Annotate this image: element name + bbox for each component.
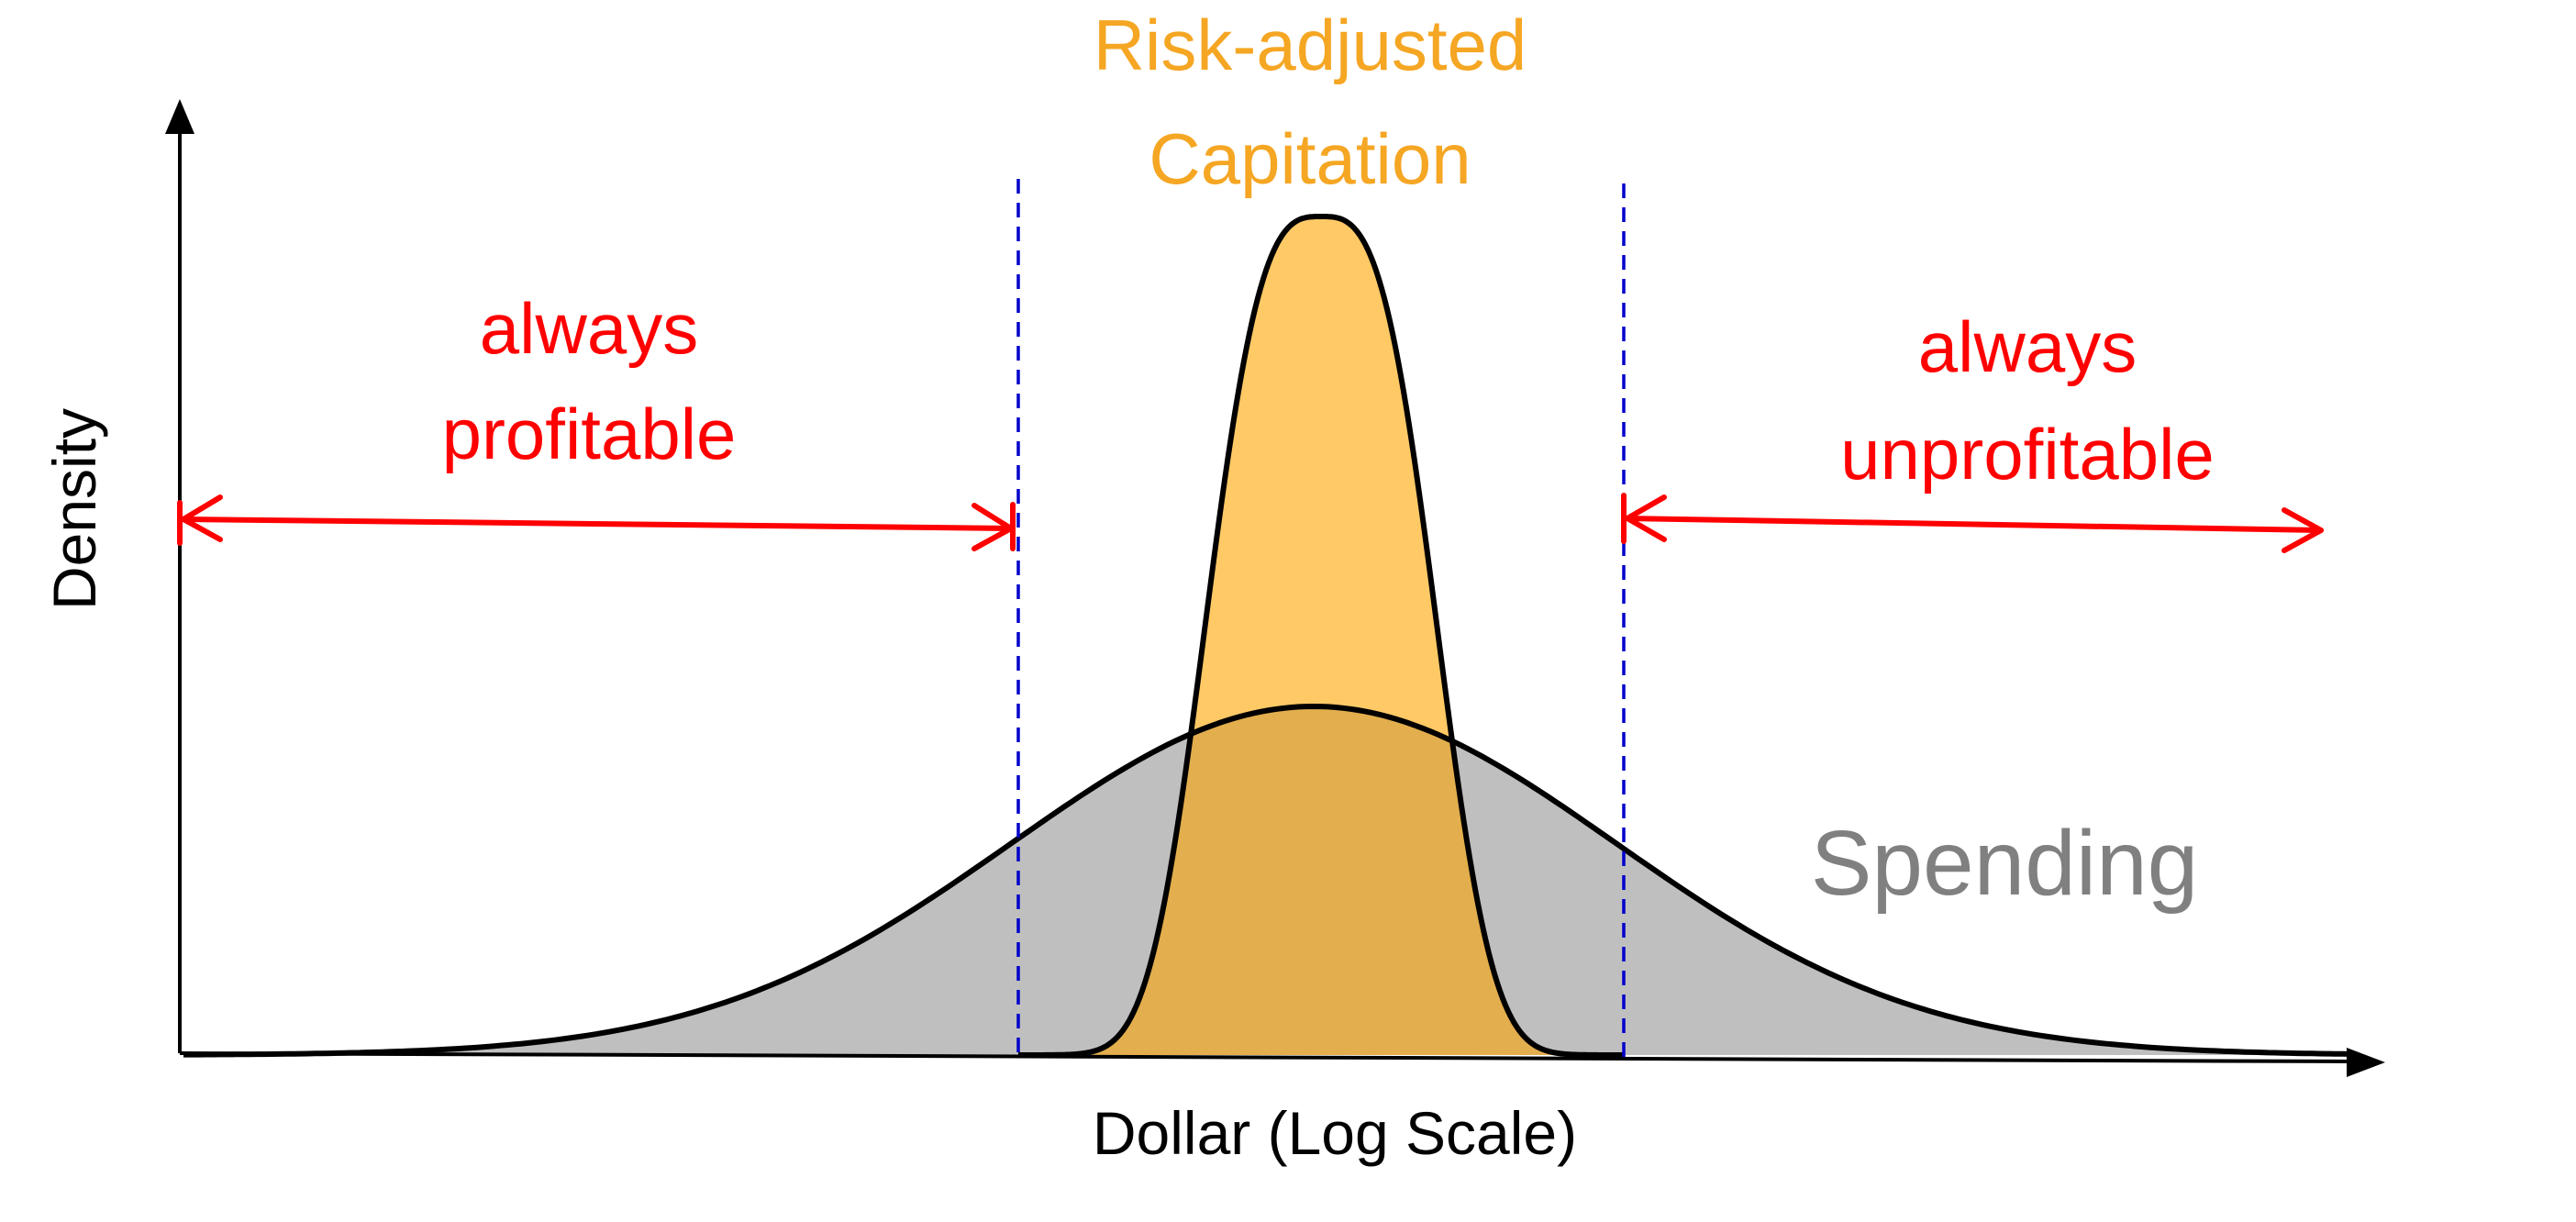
left-region-label-line2: profitable — [442, 394, 737, 474]
x-axis — [179, 1048, 2385, 1077]
x-axis-label: Dollar (Log Scale) — [1093, 1099, 1577, 1167]
spending-curve — [183, 704, 2349, 1058]
capitation-curve — [1018, 214, 1624, 1058]
right-region-label-line1: always — [1918, 306, 2137, 387]
y-axis — [165, 99, 194, 1053]
right-region-label-line2: unprofitable — [1840, 414, 2215, 494]
left-region-label-line1: always — [480, 288, 698, 369]
capitation-label: Risk-adjusted — [1094, 5, 1527, 85]
left-region-arrow — [177, 494, 1016, 551]
spending-label: Spending — [1811, 812, 2199, 915]
y-axis-label: Density — [40, 408, 108, 610]
y-axis-arrowhead — [165, 99, 194, 134]
capitation-distribution-area — [1018, 217, 1624, 1055]
capitation-label-line2: Capitation — [1149, 118, 1471, 199]
right-region-arrow — [1621, 493, 2324, 553]
x-axis-arrowhead — [2347, 1048, 2385, 1077]
